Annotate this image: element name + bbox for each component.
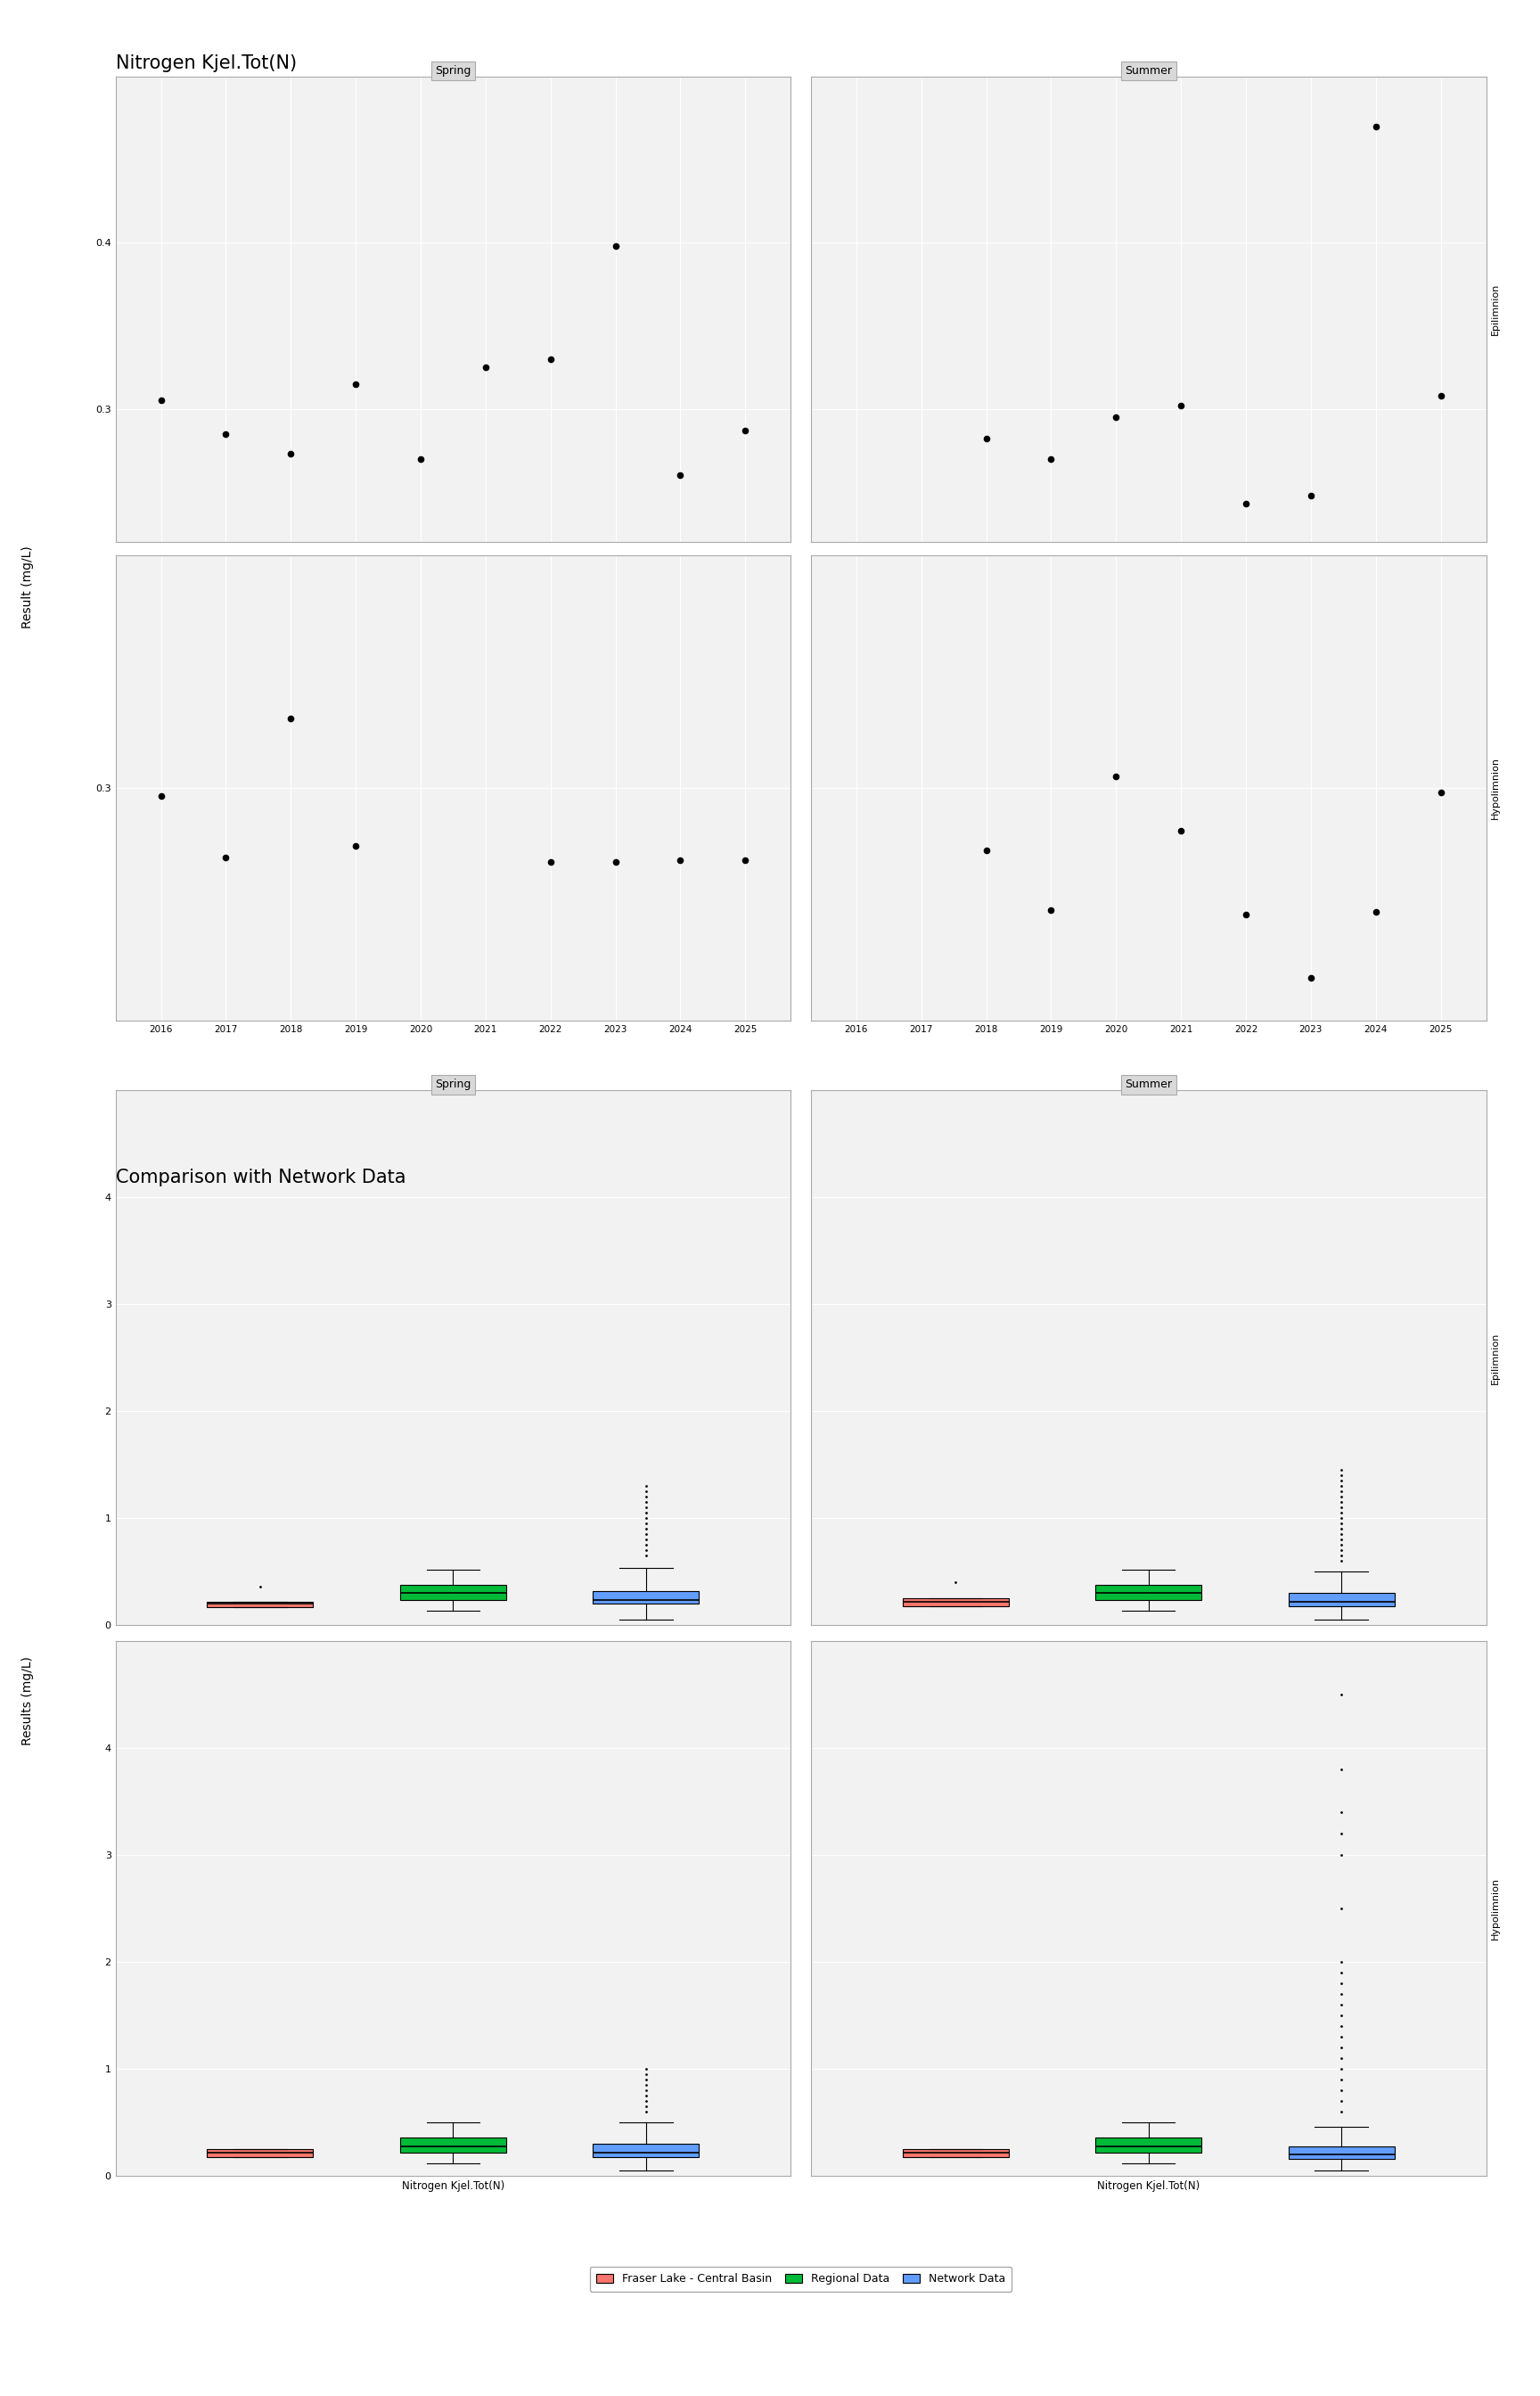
Point — [343, 827, 368, 865]
Point — [1169, 812, 1193, 851]
PathPatch shape — [593, 1591, 699, 1603]
Point — [408, 438, 433, 477]
Point — [1428, 774, 1452, 812]
Title: Summer: Summer — [1124, 65, 1172, 77]
Point — [1104, 398, 1129, 436]
Text: Comparison with Network Data: Comparison with Network Data — [116, 1169, 405, 1186]
Y-axis label: Epilimnion: Epilimnion — [1491, 1332, 1500, 1385]
Title: Summer: Summer — [1124, 1078, 1172, 1090]
PathPatch shape — [1289, 2147, 1394, 2159]
Title: Spring: Spring — [436, 65, 471, 77]
Point — [1104, 757, 1129, 795]
PathPatch shape — [593, 2144, 699, 2156]
PathPatch shape — [1095, 2137, 1201, 2152]
Point — [604, 843, 628, 882]
Text: Result (mg/L): Result (mg/L) — [22, 546, 34, 628]
Point — [973, 419, 998, 458]
Point — [343, 364, 368, 403]
Point — [473, 347, 497, 386]
Point — [1040, 438, 1064, 477]
Point — [733, 841, 758, 879]
Point — [1169, 386, 1193, 424]
Y-axis label: Hypolimnion: Hypolimnion — [1491, 1878, 1500, 1941]
Point — [279, 434, 303, 472]
Point — [1040, 891, 1064, 930]
Point — [279, 700, 303, 738]
Point — [604, 228, 628, 266]
Point — [1234, 484, 1258, 522]
Text: Nitrogen Kjel.Tot(N): Nitrogen Kjel.Tot(N) — [116, 55, 297, 72]
Point — [149, 381, 174, 419]
Point — [1428, 376, 1452, 415]
Point — [1363, 108, 1388, 146]
Point — [214, 839, 239, 877]
Title: Spring: Spring — [436, 1078, 471, 1090]
Point — [149, 776, 174, 815]
PathPatch shape — [400, 2137, 507, 2152]
PathPatch shape — [1289, 1593, 1394, 1605]
Y-axis label: Hypolimnion: Hypolimnion — [1491, 757, 1500, 819]
Y-axis label: Epilimnion: Epilimnion — [1491, 283, 1500, 335]
Point — [733, 412, 758, 450]
Point — [1234, 896, 1258, 934]
Text: Results (mg/L): Results (mg/L) — [22, 1656, 34, 1747]
Point — [214, 415, 239, 453]
PathPatch shape — [400, 1584, 507, 1601]
Point — [1363, 894, 1388, 932]
Point — [668, 841, 693, 879]
PathPatch shape — [208, 1603, 313, 1608]
Point — [668, 455, 693, 494]
Legend: Fraser Lake - Central Basin, Regional Data, Network Data: Fraser Lake - Central Basin, Regional Da… — [590, 2267, 1012, 2291]
Point — [537, 340, 562, 379]
Point — [1298, 477, 1323, 515]
Point — [973, 831, 998, 870]
PathPatch shape — [902, 2149, 1009, 2156]
PathPatch shape — [1095, 1584, 1201, 1601]
PathPatch shape — [208, 2149, 313, 2156]
PathPatch shape — [902, 1598, 1009, 1605]
Point — [537, 843, 562, 882]
Point — [1298, 958, 1323, 997]
